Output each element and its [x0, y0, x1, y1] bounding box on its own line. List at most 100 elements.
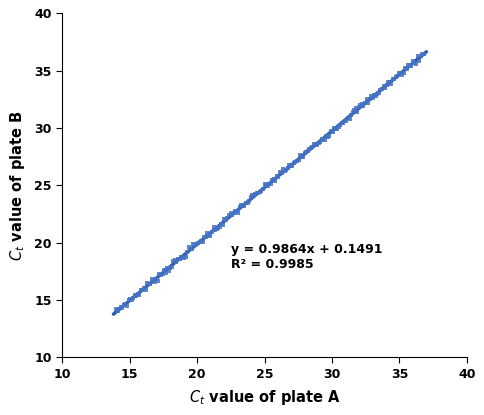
Point	[278, 170, 286, 176]
Point	[321, 137, 329, 144]
Point	[361, 99, 369, 106]
Point	[418, 50, 426, 57]
Point	[151, 279, 159, 286]
X-axis label: $C_t$ value of plate A: $C_t$ value of plate A	[189, 388, 340, 407]
Point	[181, 254, 188, 261]
Point	[165, 268, 173, 275]
Point	[369, 95, 377, 101]
Point	[253, 190, 261, 196]
Point	[374, 91, 381, 98]
Point	[286, 162, 293, 168]
Point	[162, 270, 169, 277]
Point	[242, 200, 250, 207]
Point	[208, 228, 216, 235]
Point	[131, 292, 138, 299]
Point	[245, 198, 253, 204]
Point	[261, 180, 269, 187]
Point	[179, 254, 186, 261]
Point	[228, 212, 236, 218]
Point	[265, 181, 273, 188]
Point	[225, 212, 233, 218]
Point	[282, 166, 290, 173]
Point	[304, 148, 312, 155]
Point	[270, 176, 278, 182]
Point	[222, 217, 230, 224]
Point	[219, 221, 227, 228]
Point	[279, 166, 287, 172]
Point	[406, 62, 414, 68]
Point	[299, 153, 307, 160]
Point	[350, 107, 358, 114]
Point	[117, 304, 125, 311]
Point	[248, 192, 256, 198]
Point	[395, 69, 403, 76]
Point	[272, 178, 279, 184]
Point	[256, 188, 264, 195]
Point	[298, 154, 305, 161]
Point	[398, 72, 406, 79]
Point	[169, 258, 177, 265]
Point	[207, 233, 214, 239]
Point	[221, 215, 228, 222]
Point	[257, 188, 265, 195]
Point	[420, 51, 428, 57]
Point	[324, 133, 332, 140]
Point	[349, 109, 357, 116]
Point	[136, 292, 143, 298]
Point	[386, 78, 393, 85]
Point	[210, 224, 217, 231]
Point	[236, 204, 243, 210]
Point	[408, 62, 415, 69]
Point	[319, 137, 327, 144]
Point	[247, 194, 255, 200]
Point	[126, 296, 134, 303]
Point	[301, 149, 309, 156]
Point	[305, 145, 313, 152]
Point	[155, 271, 163, 277]
Point	[358, 101, 366, 107]
Point	[138, 286, 146, 293]
Point	[171, 256, 179, 263]
Point	[405, 62, 412, 68]
Point	[216, 224, 224, 230]
Point	[412, 61, 420, 67]
Point	[322, 132, 330, 139]
Point	[291, 158, 299, 165]
Point	[140, 285, 148, 291]
Point	[238, 202, 245, 209]
Point	[160, 266, 168, 273]
Point	[329, 128, 336, 135]
Point	[174, 255, 182, 262]
Point	[288, 163, 296, 170]
Point	[142, 287, 150, 293]
Point	[183, 248, 191, 255]
Point	[148, 275, 155, 282]
Point	[262, 181, 270, 188]
Point	[163, 265, 171, 271]
Point	[347, 112, 355, 119]
Point	[397, 70, 405, 77]
Point	[375, 90, 383, 96]
Point	[367, 93, 375, 100]
Point	[150, 278, 157, 284]
Point	[296, 151, 304, 158]
Point	[295, 157, 302, 164]
Point	[251, 191, 259, 198]
Point	[224, 215, 231, 222]
Point	[332, 125, 339, 132]
Point	[194, 239, 202, 246]
Point	[186, 246, 194, 253]
Point	[353, 109, 361, 116]
Point	[370, 91, 378, 98]
Point	[269, 177, 276, 184]
Point	[377, 87, 384, 93]
Point	[287, 161, 295, 168]
Point	[366, 95, 374, 102]
Point	[173, 259, 181, 265]
Point	[203, 230, 211, 237]
Point	[409, 58, 417, 65]
Point	[243, 200, 251, 206]
Point	[393, 72, 401, 79]
Point	[159, 271, 166, 278]
Point	[217, 221, 225, 228]
